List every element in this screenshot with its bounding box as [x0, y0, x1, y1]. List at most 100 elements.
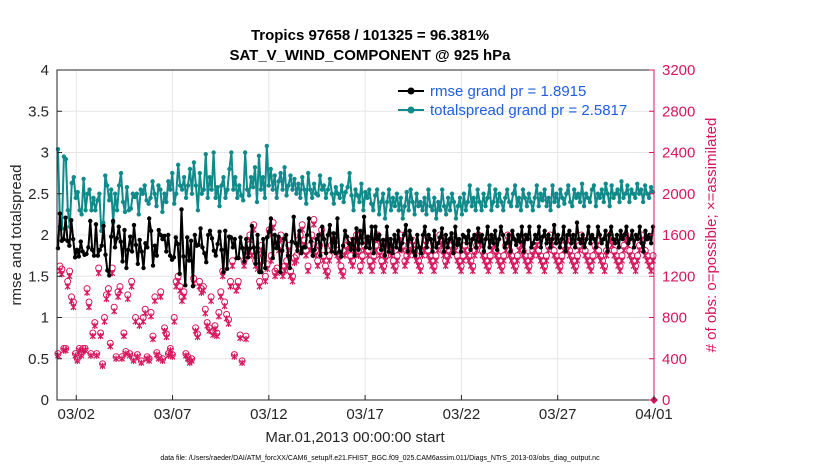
rmse-point	[133, 242, 139, 248]
totalspread-point	[473, 208, 478, 213]
rmse-point	[245, 255, 251, 260]
totalspread-point	[625, 183, 630, 188]
rmse-point	[249, 223, 255, 229]
totalspread-point	[323, 195, 329, 201]
totalspread-point	[475, 187, 480, 192]
totalspread-point	[290, 187, 295, 192]
rmse-point	[601, 236, 606, 242]
rmse-point	[312, 247, 317, 253]
x-tick-label: 04/01	[635, 406, 673, 423]
totalspread-point	[260, 175, 266, 180]
rmse-point	[529, 245, 534, 250]
rmse-point	[485, 224, 490, 229]
totalspread-point	[432, 195, 437, 201]
totalspread-point	[233, 175, 238, 180]
totalspread-point	[380, 191, 386, 196]
totalspread-point	[327, 176, 333, 182]
rmse-point	[472, 232, 477, 238]
assimilated-obs-marker	[188, 357, 195, 365]
rmse-point	[574, 220, 580, 225]
assimilated-obs-marker	[113, 355, 120, 362]
assimilated-obs-marker	[380, 267, 387, 275]
rmse-point	[441, 249, 447, 254]
rmse-point	[519, 224, 525, 229]
totalspread-point	[570, 203, 575, 209]
totalspread-point	[497, 191, 502, 196]
totalspread-point	[575, 191, 581, 196]
rmse-point	[200, 245, 205, 250]
totalspread-point	[591, 183, 597, 188]
rmse-point	[409, 236, 414, 242]
totalspread-point	[146, 201, 151, 206]
rmse-point	[242, 259, 247, 264]
totalspread-point	[455, 203, 461, 209]
totalspread-point	[465, 199, 471, 205]
assimilated-obs-marker	[570, 262, 577, 270]
totalspread-point	[514, 203, 520, 209]
rmse-point	[331, 231, 336, 236]
totalspread-point	[107, 198, 112, 203]
assimilated-obs-marker	[227, 283, 234, 290]
totalspread-point	[341, 199, 346, 205]
rmse-point	[289, 239, 295, 244]
assimilated-obs-marker	[223, 315, 230, 322]
rmse-point	[538, 245, 544, 250]
totalspread-point	[373, 193, 378, 198]
assimilated-obs-marker	[177, 287, 184, 294]
totalspread-point	[434, 216, 439, 221]
rmse-point	[295, 248, 300, 253]
rmse-point	[316, 232, 321, 238]
assimilated-obs-marker	[460, 257, 467, 264]
rmse-point	[572, 245, 578, 250]
rmse-point	[223, 228, 228, 234]
totalspread-point	[331, 201, 337, 206]
rmse-point	[363, 245, 369, 250]
rmse-point	[217, 229, 222, 234]
rmse-point	[455, 242, 460, 248]
assimilated-obs-marker	[155, 355, 162, 362]
rmse-point	[112, 245, 118, 250]
rmse-point	[171, 255, 177, 260]
totalspread-point	[512, 183, 518, 188]
rmse-point	[166, 232, 171, 238]
rmse-point	[582, 245, 587, 250]
rmse-point	[580, 232, 585, 238]
assimilated-obs-marker	[335, 257, 343, 264]
y-tick-label-left: 2	[41, 227, 49, 244]
totalspread-point	[597, 195, 603, 201]
assimilated-obs-marker	[508, 257, 515, 264]
rmse-point	[202, 250, 207, 256]
assimilated-obs-marker	[586, 262, 593, 270]
assimilated-obs-marker	[208, 297, 215, 305]
rmse-point	[610, 236, 616, 242]
rmse-point	[232, 236, 237, 242]
assimilated-obs-marker	[392, 267, 399, 275]
y-tick-label-right: 400	[662, 351, 687, 368]
x-tick-label: 03/17	[346, 406, 384, 423]
totalspread-point	[288, 173, 293, 178]
assimilated-obs-marker	[91, 322, 98, 329]
totalspread-point	[278, 170, 283, 176]
totalspread-point	[274, 195, 279, 201]
totalspread-point	[613, 191, 618, 196]
assimilated-obs-marker	[630, 262, 637, 270]
totalspread-point	[347, 170, 352, 176]
totalspread-point	[168, 187, 173, 192]
rmse-point	[107, 273, 112, 278]
rmse-point	[282, 236, 287, 242]
rmse-point	[325, 232, 331, 238]
rmse-point	[481, 249, 487, 254]
assimilated-obs-marker	[376, 252, 383, 259]
totalspread-point	[623, 191, 628, 196]
rmse-point	[327, 222, 333, 228]
x-axis-label: Mar.01,2013 00:00:00 start	[265, 429, 445, 446]
totalspread-point	[510, 191, 516, 196]
rmse-point	[493, 228, 498, 234]
rmse-point	[198, 226, 203, 231]
totalspread-point	[392, 203, 398, 209]
assimilated-obs-marker	[599, 262, 606, 270]
totalspread-point	[71, 175, 76, 180]
series-lines	[55, 143, 656, 289]
rmse-point	[69, 217, 74, 223]
rmse-point	[369, 224, 374, 229]
